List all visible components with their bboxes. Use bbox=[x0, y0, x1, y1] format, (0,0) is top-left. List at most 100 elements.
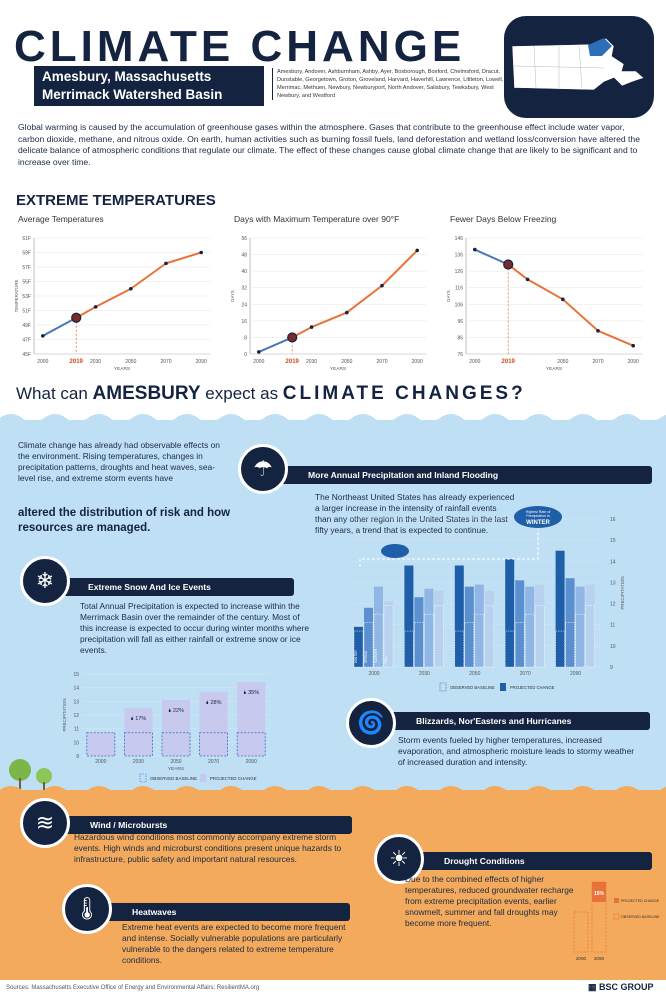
data-point bbox=[596, 329, 600, 333]
season-label: FALL bbox=[384, 655, 388, 663]
rain-cloud-icon: ☂ bbox=[238, 444, 288, 494]
x-tick-label: 2000 bbox=[469, 359, 480, 365]
legend-baseline-label: OBSERVED BASELINE bbox=[621, 915, 660, 919]
precip-bar bbox=[565, 578, 575, 667]
x-tick-label: 2000 bbox=[37, 359, 48, 365]
blizzard-banner: Blizzards, Nor'Easters and Hurricanes bbox=[370, 712, 650, 730]
drought-projected-bar bbox=[592, 882, 606, 902]
projected-bar bbox=[237, 682, 266, 756]
observable-effects-emphasis: altered the distribution of risk and how… bbox=[18, 507, 231, 534]
series-segment bbox=[597, 329, 634, 347]
precipitation-bar-chart: 9 10 11 12 13 14 15 16 PRECIPITATION 2000 2030 2050… bbox=[350, 506, 625, 692]
y-tick-label: 14 bbox=[73, 686, 79, 692]
series-segment bbox=[165, 251, 202, 265]
y-tick-label: 136 bbox=[455, 253, 464, 259]
cloud-icon bbox=[381, 544, 409, 558]
precip-baseline bbox=[474, 613, 485, 668]
bar-label: 🌢 28% bbox=[206, 699, 222, 706]
what-can-expect-title: What can AMESBURY expect as CLIMATE CHAN… bbox=[16, 383, 526, 405]
y-tick-label: 53F bbox=[22, 294, 31, 300]
y-tick-label: 56 bbox=[241, 236, 247, 242]
precip-bar bbox=[434, 590, 444, 667]
x-tick-label: 2090 bbox=[196, 359, 207, 365]
sources-text: Sources: Massachusetts Executive Office … bbox=[6, 985, 260, 991]
x-axis-label: YEARS bbox=[114, 366, 130, 372]
baseline-bar bbox=[161, 732, 191, 757]
data-point bbox=[345, 310, 349, 315]
projected-bar bbox=[162, 699, 190, 756]
y-tick-label: 11 bbox=[74, 727, 79, 733]
snow-bar-chart: 9 10 11 12 13 14 15 PRECIPITATION 2000 🌢 17% 2030 🌢… bbox=[62, 672, 270, 783]
x-tick-label: 2030 bbox=[90, 359, 101, 365]
precip-bar bbox=[404, 565, 414, 667]
thermometer-icon: 🌡 bbox=[62, 884, 112, 934]
precip-baseline bbox=[424, 613, 434, 668]
wind-body: Hazardous wind conditions most commonly … bbox=[74, 832, 342, 864]
x-tick-label: 2030 bbox=[419, 671, 430, 677]
highlight-label: Precipitation in bbox=[526, 514, 550, 518]
legend-swatch-projected bbox=[200, 774, 206, 782]
x-axis-label: YEARS bbox=[330, 366, 346, 372]
precip-bar bbox=[374, 586, 383, 667]
legend-swatch-baseline bbox=[139, 773, 147, 783]
y-tick-label: 47F bbox=[22, 338, 31, 344]
tree-icon bbox=[9, 759, 52, 794]
precip-bar bbox=[384, 601, 393, 667]
highlight-year-label: 2019 bbox=[70, 359, 84, 365]
y-tick-label: 12 bbox=[73, 713, 79, 719]
precip-baseline bbox=[565, 622, 575, 668]
y-tick-label: 10 bbox=[610, 644, 616, 650]
heatwaves-banner: Heatwaves bbox=[86, 903, 350, 921]
y-tick-label: 32 bbox=[241, 286, 247, 292]
data-point bbox=[561, 297, 565, 302]
location-box: Amesbury, Massachusetts Merrimack Waters… bbox=[34, 66, 264, 106]
data-point bbox=[309, 325, 314, 329]
chart-1-title: Average Temperatures bbox=[18, 214, 104, 224]
y-tick-label: 15 bbox=[610, 538, 616, 544]
precip-baseline bbox=[414, 622, 424, 668]
precip-baseline bbox=[514, 622, 525, 668]
highlight-point bbox=[71, 312, 82, 323]
x-tick-label: 2000 bbox=[95, 759, 106, 765]
precip-bar bbox=[464, 586, 474, 667]
snow-body: Total Annual Precipitation is expected t… bbox=[80, 601, 310, 655]
legend-projected-label: PROJECTED CHANGE bbox=[510, 685, 555, 690]
x-tick-label: 2070 bbox=[376, 359, 387, 365]
y-tick-label: 12 bbox=[610, 602, 616, 608]
wave-divider-bottom bbox=[0, 786, 666, 798]
drought-bar-label: 15% bbox=[594, 891, 605, 897]
projected-bar bbox=[199, 691, 228, 756]
x-tick-label: 2000 bbox=[368, 671, 379, 677]
y-tick-label: 13 bbox=[610, 580, 616, 586]
y-tick-label: 106 bbox=[455, 302, 464, 308]
x-tick-label: 2050 bbox=[341, 359, 352, 365]
x-axis-label: YEARS bbox=[546, 366, 562, 372]
series-segment bbox=[562, 298, 599, 332]
wind-icon: ≋ bbox=[20, 798, 70, 848]
footer bbox=[0, 980, 666, 1000]
y-tick-label: 48 bbox=[241, 253, 247, 259]
highlight-label: Highest Rate of bbox=[526, 510, 551, 514]
x-tick-label: 2090 bbox=[246, 759, 257, 765]
drought-baseline-bar bbox=[573, 911, 589, 953]
precip-bar bbox=[525, 586, 535, 667]
data-point bbox=[93, 305, 98, 309]
legend-projected-label: PROJECTED CHANGE bbox=[210, 776, 257, 781]
map-icon bbox=[511, 37, 645, 91]
location-line-1: Amesbury, Massachusetts bbox=[42, 69, 212, 84]
projected-bar bbox=[124, 708, 153, 756]
y-tick-label: 49F bbox=[22, 323, 31, 329]
series-segment bbox=[381, 249, 418, 287]
q-mid: expect as bbox=[200, 384, 283, 403]
y-tick-label: 126 bbox=[455, 269, 464, 275]
precip-bar bbox=[575, 586, 585, 667]
data-point bbox=[129, 286, 133, 291]
precip-bar bbox=[555, 550, 565, 667]
freezing-days-chart: 76 86 96 106 116 126 136 146 2000 2050 2070 2090 YEA… bbox=[446, 236, 642, 372]
legend-baseline-label: OBSERVED BASELINE bbox=[450, 685, 495, 690]
highlight-point bbox=[287, 332, 298, 343]
data-point bbox=[525, 277, 530, 282]
bar-label: 🌢 17% bbox=[130, 715, 146, 722]
data-point bbox=[631, 343, 635, 348]
y-tick-label: 146 bbox=[455, 236, 464, 242]
